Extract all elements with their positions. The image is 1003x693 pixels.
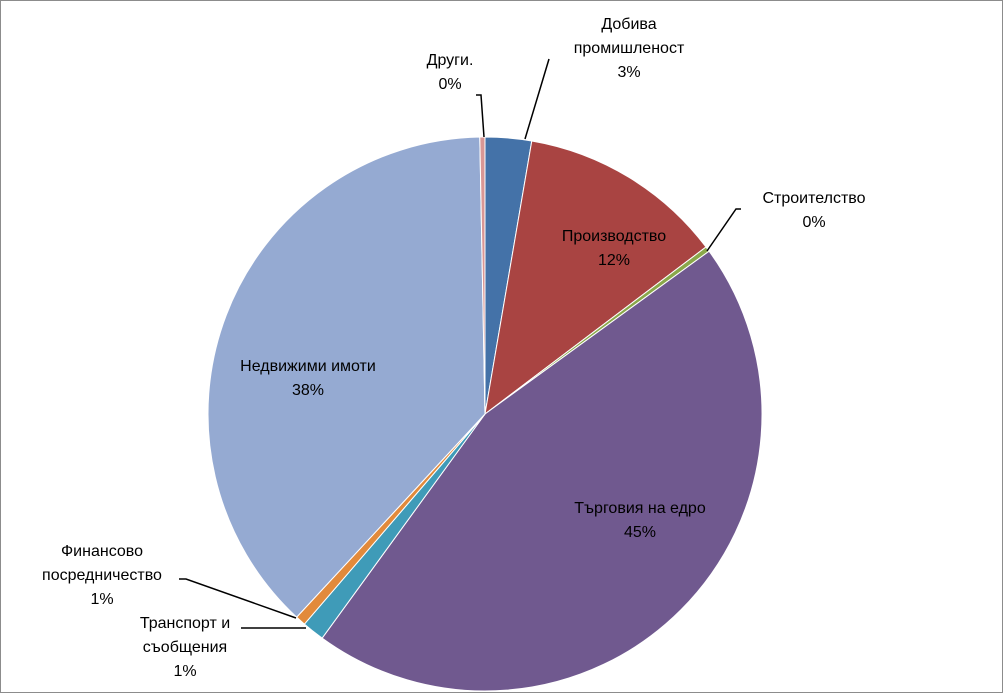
slice-label-0: Добива промишленост 3% (574, 16, 685, 81)
slice-label-1: Производство 12% (562, 228, 666, 269)
pie-slice-7 (479, 136, 486, 415)
slice-label-5: Финансово посредничество 1% (42, 543, 162, 608)
leader-line-0 (524, 58, 550, 140)
slice-name: Недвижими имоти (240, 358, 376, 375)
slice-label-2: Строителство 0% (762, 190, 865, 231)
leader-lines (179, 58, 741, 629)
data-labels: Добива промишленост 3% Производство 12% Строи… (42, 16, 866, 680)
leader-line-5 (179, 578, 297, 619)
leader-line-2 (706, 208, 741, 252)
leader-line-7 (476, 94, 485, 138)
slice-name: Добива (601, 16, 656, 33)
slice-percent: 3% (617, 64, 640, 81)
slice-label-4: Транспорт и съобщения 1% (140, 615, 230, 680)
slice-name: посредничество (42, 567, 162, 584)
slice-name: Транспорт и (140, 615, 230, 632)
slice-label-6: Недвижими имоти 38% (240, 358, 376, 399)
slice-name: съобщения (143, 639, 227, 656)
slice-name: Други. (427, 52, 474, 69)
pie-slice-3 (321, 250, 763, 692)
pie-slice-1 (484, 140, 707, 416)
slice-name: Търговия на едро (574, 500, 706, 517)
slice-name: промишленост (574, 40, 685, 57)
slice-name: Строителство (762, 190, 865, 207)
slice-percent: 38% (292, 382, 324, 399)
slice-label-7: Други. 0% (427, 52, 474, 93)
slice-percent: 45% (624, 524, 656, 541)
pie-slice-6 (207, 136, 486, 618)
slice-percent: 0% (438, 76, 461, 93)
slice-percent: 1% (90, 591, 113, 608)
slice-label-3: Търговия на едро 45% (574, 500, 706, 541)
slice-name: Финансово (61, 543, 143, 560)
pie-slices (207, 136, 763, 692)
slice-percent: 1% (173, 663, 196, 680)
slice-percent: 12% (598, 252, 630, 269)
slice-name: Производство (562, 228, 666, 245)
slice-percent: 0% (802, 214, 825, 231)
